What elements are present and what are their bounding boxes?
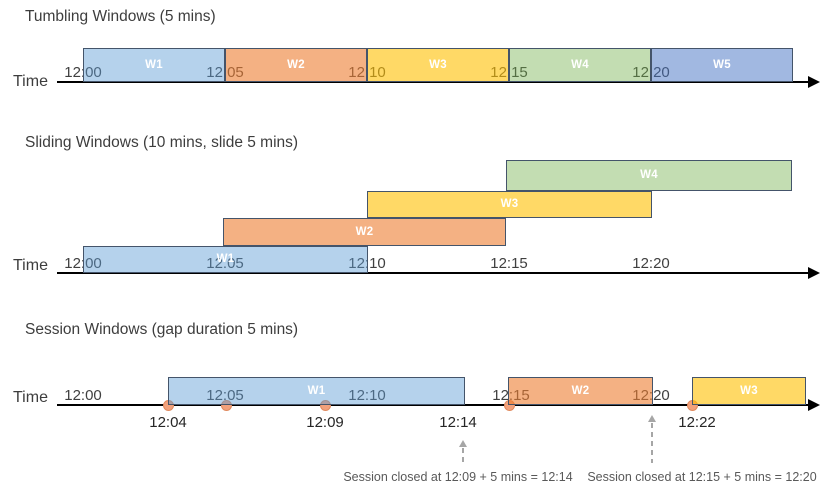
window-box-w1: W1 <box>83 245 368 273</box>
window-box-w3: W3 <box>367 190 652 218</box>
window-box-w5: W5 <box>651 48 793 82</box>
window-label-w1: W1 <box>216 253 235 266</box>
callout-arrow <box>462 448 464 463</box>
callout-arrowhead-icon <box>459 440 467 447</box>
event-time-label: 12:04 <box>149 414 187 431</box>
session-close-annotation-2: Session closed at 12:15 + 5 mins = 12:20 <box>587 470 817 484</box>
window-label-w1: W1 <box>145 59 163 71</box>
window-label-w3: W3 <box>740 385 758 397</box>
session-axis-arrowhead-icon <box>808 399 820 411</box>
tumbling-time-axis-label: Time <box>13 73 48 90</box>
event-time-label: 12:09 <box>306 414 344 431</box>
session-tick-label: 12:00 <box>64 387 102 404</box>
session-section-title: Session Windows (gap duration 5 mins) <box>25 321 299 338</box>
window-box-w4: W4 <box>506 159 792 191</box>
event-time-label: 12:14 <box>439 414 477 431</box>
callout-arrowhead-icon <box>648 415 656 422</box>
window-label-w3: W3 <box>429 59 447 71</box>
window-label-w4: W4 <box>571 59 589 71</box>
window-label-w1: W1 <box>307 385 326 397</box>
sliding-tick-label: 12:15 <box>490 255 528 272</box>
window-box-w4: W4 <box>509 48 651 82</box>
window-box-w1: W1 <box>168 377 465 405</box>
window-label-w3: W3 <box>500 198 519 211</box>
tumbling-axis-line <box>57 81 810 83</box>
session-close-annotation-1: Session closed at 12:09 + 5 mins = 12:14 <box>343 470 573 484</box>
window-box-w2: W2 <box>508 377 653 405</box>
window-label-w2: W2 <box>355 225 374 238</box>
callout-arrow <box>651 423 653 463</box>
window-box-w3: W3 <box>692 377 806 405</box>
event-dot <box>220 399 232 411</box>
window-label-w5: W5 <box>713 59 731 71</box>
session-time-axis-label: Time <box>13 389 48 406</box>
sliding-axis-line <box>57 272 810 274</box>
window-box-w2: W2 <box>225 48 367 82</box>
sliding-axis-arrowhead-icon <box>808 267 820 279</box>
session-axis-line <box>57 404 810 406</box>
sliding-time-axis-label: Time <box>13 257 48 274</box>
session-tick-label: 12:10 <box>348 387 386 404</box>
window-label-w2: W2 <box>287 59 305 71</box>
window-box-w2: W2 <box>223 218 506 246</box>
event-time-label: 12:22 <box>678 414 716 431</box>
sliding-tick-label: 12:20 <box>632 255 670 272</box>
window-box-w3: W3 <box>367 48 509 82</box>
event-dot <box>319 399 331 411</box>
sliding-tick-label: 12:05 <box>206 255 244 272</box>
tumbling-section-title: Tumbling Windows (5 mins) <box>25 8 216 25</box>
window-label-w4: W4 <box>640 169 658 181</box>
session-tick-label: 12:05 <box>206 387 244 404</box>
tumbling-axis-arrowhead-icon <box>808 76 820 88</box>
window-label-w2: W2 <box>571 385 590 397</box>
sliding-section-title: Sliding Windows (10 mins, slide 5 mins) <box>25 134 299 151</box>
window-box-w1: W1 <box>83 48 225 82</box>
